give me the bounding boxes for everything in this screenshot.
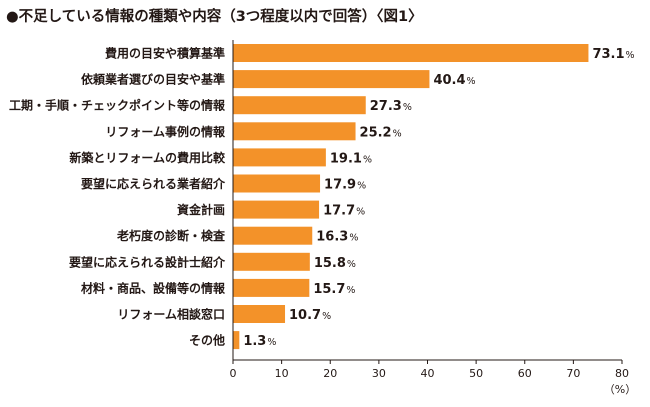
value-label-3: 27.3% bbox=[370, 99, 412, 114]
value-label-11: 10.7% bbox=[289, 308, 331, 323]
bar-8 bbox=[233, 226, 313, 245]
category-labels-group: 費用の目安や積算基準依頼業者選びの目安や基準工期・手順・チェックポイント等の情報… bbox=[9, 46, 226, 348]
x-tick-label-2: 10 bbox=[275, 367, 289, 380]
category-label-3: 工期・手順・チェックポイント等の情報 bbox=[9, 98, 226, 113]
bar-4 bbox=[233, 122, 356, 141]
x-tick-label-3: 20 bbox=[323, 367, 337, 380]
bar-7 bbox=[233, 200, 320, 219]
value-label-4: 25.2% bbox=[360, 125, 402, 140]
x-tick-label-6: 50 bbox=[469, 367, 483, 380]
x-tick-label-9: 80 bbox=[615, 367, 629, 380]
category-label-8: 老朽度の診断・検査 bbox=[117, 228, 226, 243]
category-label-4: リフォーム事例の情報 bbox=[105, 124, 226, 139]
bar-10 bbox=[233, 278, 310, 297]
category-label-9: 要望に応えられる設計士紹介 bbox=[69, 254, 226, 269]
bar-1 bbox=[233, 44, 589, 62]
bar-11 bbox=[233, 305, 286, 323]
x-tick-label-4: 30 bbox=[372, 367, 386, 380]
category-label-2: 依頼業者選びの目安や基準 bbox=[81, 72, 225, 87]
bar-3 bbox=[233, 96, 366, 115]
bar-9 bbox=[233, 252, 310, 271]
bar-12 bbox=[233, 331, 240, 350]
category-label-6: 要望に応えられる業者紹介 bbox=[81, 176, 226, 191]
x-tick-label-8: 70 bbox=[566, 367, 580, 380]
value-label-5: 19.1% bbox=[330, 151, 372, 166]
x-tick-label-7: 60 bbox=[518, 367, 532, 380]
value-label-2: 40.4% bbox=[433, 73, 475, 88]
value-labels-group: 73.1% 40.4% 27.3% 25.2% 19.1% 17.9% 17.7% 16.3%… bbox=[243, 47, 634, 349]
category-label-12: その他 bbox=[189, 333, 225, 348]
value-label-6: 17.9% bbox=[324, 178, 366, 193]
value-label-8: 16.3% bbox=[316, 230, 358, 245]
bar-2 bbox=[233, 70, 430, 89]
bar-6 bbox=[233, 174, 321, 193]
value-label-12: 1.3% bbox=[243, 334, 276, 349]
bars-group bbox=[233, 44, 589, 350]
category-label-10: 材料・商品、設備等の情報 bbox=[80, 280, 226, 295]
x-tick-label-1: 0 bbox=[230, 367, 237, 380]
category-label-5: 新築とリフォームの費用比較 bbox=[69, 150, 226, 165]
x-tick-label-5: 40 bbox=[421, 367, 435, 380]
value-label-7: 17.7% bbox=[323, 204, 365, 219]
value-label-1: 73.1% bbox=[592, 47, 634, 62]
category-label-11: リフォーム相談窓口 bbox=[117, 307, 225, 322]
value-label-9: 15.8% bbox=[314, 256, 356, 271]
x-axis: 0 10 20 30 40 50 60 70 80 （%） bbox=[230, 40, 636, 396]
bar-5 bbox=[233, 148, 326, 167]
category-label-1: 費用の目安や積算基準 bbox=[105, 46, 225, 61]
chart-title: ●不足している情報の種類や内容（3つ程度以内で回答）〈図1〉 bbox=[6, 9, 423, 25]
value-label-10: 15.7% bbox=[313, 282, 355, 297]
category-label-7: 資金計画 bbox=[177, 202, 225, 217]
x-unit-label: （%） bbox=[604, 383, 636, 396]
